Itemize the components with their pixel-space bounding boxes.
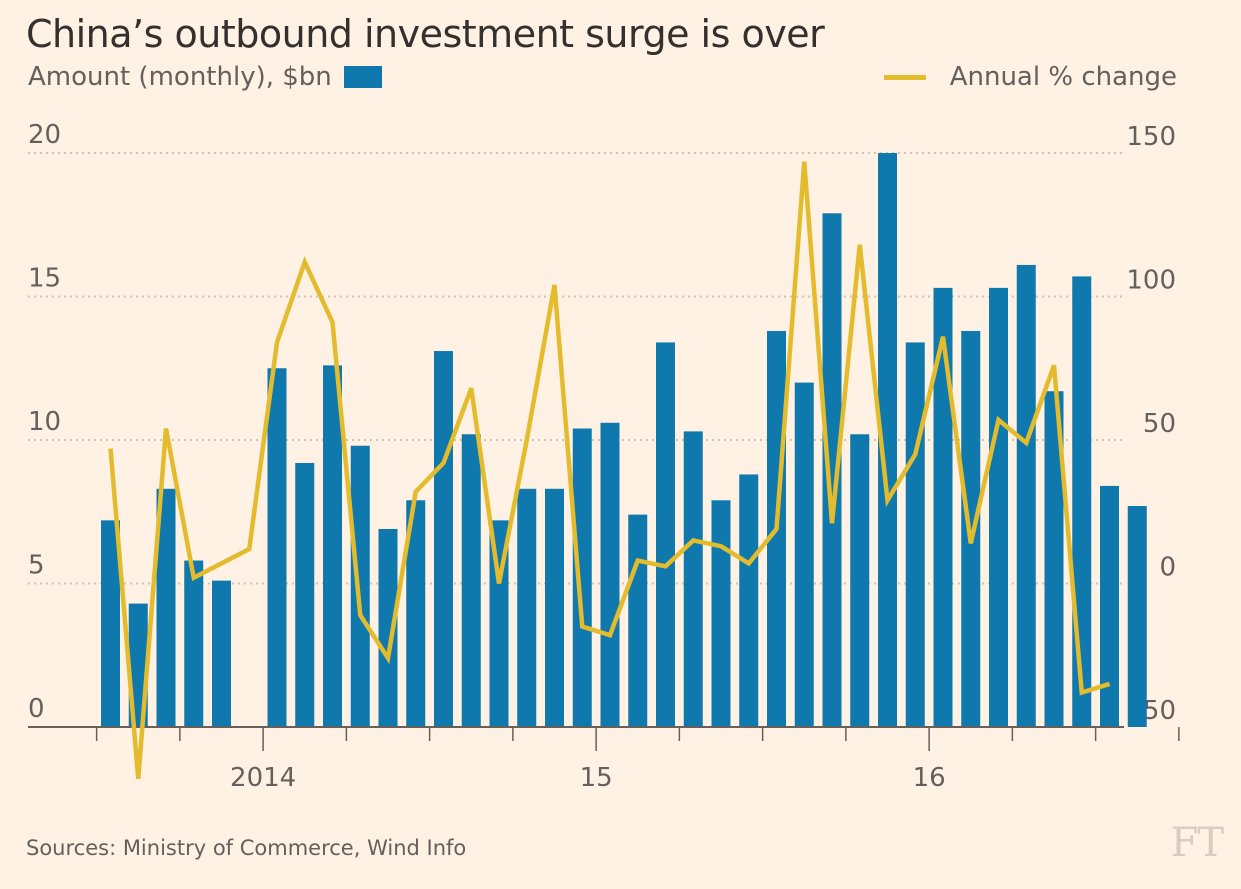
y-right-tick-label: 150 <box>1126 122 1176 152</box>
bar <box>517 488 537 727</box>
bar <box>434 351 453 727</box>
y-left-tick-label: 20 <box>28 120 61 150</box>
y-right-tick-label: 50 <box>1143 409 1176 439</box>
bar <box>212 580 231 727</box>
bar <box>489 520 509 727</box>
legend-bars: Amount (monthly), $bn <box>28 62 382 92</box>
bar <box>822 213 842 727</box>
bar <box>711 500 731 727</box>
bar <box>600 422 620 727</box>
y-left-tick-label: 0 <box>28 694 45 724</box>
bar <box>406 500 426 727</box>
legend-bars-label: Amount (monthly), $bn <box>28 62 332 92</box>
bar <box>794 382 814 727</box>
y-left-tick-label: 10 <box>28 407 61 437</box>
x-tick-label: 15 <box>580 763 613 793</box>
y-right-tick-label: 100 <box>1126 266 1176 296</box>
y-right-tick-label: 0 <box>1159 553 1176 583</box>
legend-bar-swatch <box>343 66 382 88</box>
bar <box>101 520 120 727</box>
bar <box>350 445 370 727</box>
bar <box>1072 276 1092 727</box>
bar <box>545 488 564 727</box>
chart-title: China’s outbound investment surge is ove… <box>26 12 825 56</box>
bar <box>1016 264 1036 727</box>
annual-change-line <box>108 161 1111 779</box>
y-left-tick-label: 15 <box>28 264 61 294</box>
bar <box>989 287 1008 727</box>
bar <box>1127 506 1147 727</box>
bar <box>295 462 315 727</box>
bar <box>905 342 925 727</box>
bar <box>572 428 592 727</box>
bar <box>378 528 398 727</box>
bar <box>323 365 342 727</box>
bar <box>739 474 759 727</box>
bar <box>933 287 953 727</box>
bar <box>1044 391 1064 727</box>
bar <box>156 488 176 727</box>
bar <box>628 514 648 727</box>
ft-logo: FT <box>1170 820 1224 866</box>
bar <box>1100 485 1119 727</box>
x-tick-label: 2014 <box>230 763 296 793</box>
bar <box>850 434 870 727</box>
legend-line-label: Annual % change <box>949 62 1177 92</box>
bar <box>656 342 675 727</box>
legend-line: Annual % change <box>883 62 1177 92</box>
legend-line-swatch <box>883 74 926 80</box>
bar <box>267 368 287 727</box>
bar <box>461 434 481 727</box>
y-left-tick-label: 5 <box>28 551 45 581</box>
bar <box>878 153 897 727</box>
source-note: Sources: Ministry of Commerce, Wind Info <box>26 836 467 860</box>
bar <box>184 560 204 727</box>
x-tick-label: 16 <box>913 763 946 793</box>
bar <box>683 431 703 727</box>
